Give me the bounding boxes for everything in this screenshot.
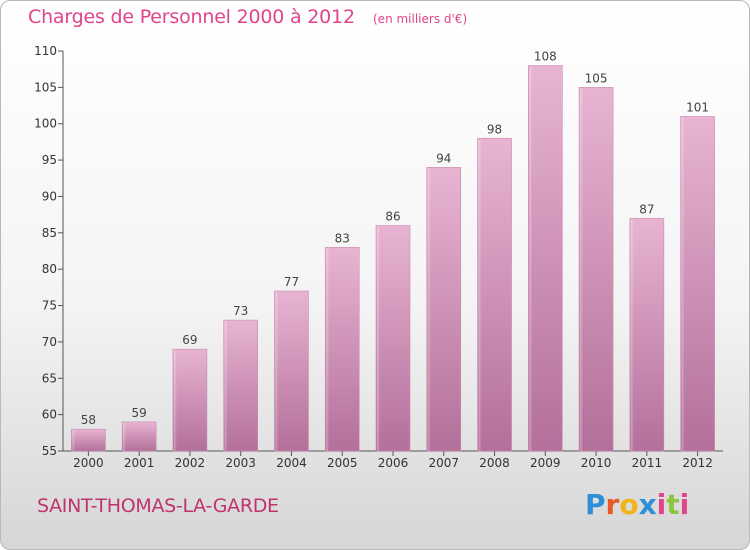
bar-2004[interactable] <box>274 290 309 452</box>
bar-2008[interactable] <box>477 137 512 452</box>
chart-subtitle: (en milliers d'€) <box>373 12 468 26</box>
x-tick-label: 2010 <box>581 456 612 470</box>
x-tick-label: 2012 <box>682 456 713 470</box>
bar-highlight <box>72 430 76 451</box>
bar-highlight <box>427 168 431 451</box>
value-labels: 58 59 69 73 77 83 86 94 98 108 105 87 101 <box>81 50 709 428</box>
y-tick-label: 70 <box>42 335 57 349</box>
x-tick-label: 2005 <box>327 456 358 470</box>
bar-highlight <box>326 248 330 451</box>
value-label-2012: 101 <box>686 100 709 114</box>
y-tick-label: 65 <box>42 371 57 385</box>
bar-highlight <box>529 66 533 451</box>
y-tick-label: 105 <box>34 80 57 94</box>
bar-highlight <box>377 226 380 451</box>
x-tick-label: 2007 <box>428 456 459 470</box>
chart-title: Charges de Personnel 2000 à 2012 <box>28 6 355 28</box>
x-tick-label: 2006 <box>378 456 409 470</box>
value-label-2002: 69 <box>182 333 197 347</box>
y-tick-label: 95 <box>42 153 57 167</box>
bar-highlight <box>478 139 482 452</box>
bars <box>71 65 715 452</box>
y-tick-label: 60 <box>42 408 57 422</box>
bar-highlight <box>123 422 127 451</box>
bar-2003[interactable] <box>223 319 258 452</box>
bar-2012[interactable] <box>680 116 715 452</box>
proxiti-logo[interactable]: Proxiti <box>585 488 689 521</box>
logo-letter: x <box>638 488 657 521</box>
logo-letter: r <box>605 488 620 521</box>
y-tick-label: 85 <box>42 226 57 240</box>
bar-highlight <box>681 117 685 452</box>
value-label-2007: 94 <box>436 151 451 165</box>
bar-2001[interactable] <box>121 421 157 452</box>
bar-2006[interactable] <box>375 225 411 452</box>
value-label-2009: 108 <box>534 50 557 64</box>
value-label-2001: 59 <box>132 406 147 420</box>
value-label-2000: 58 <box>81 413 96 427</box>
x-tick-label: 2003 <box>225 456 256 470</box>
x-tick-label: 2009 <box>530 456 561 470</box>
y-tick-label: 100 <box>34 117 57 131</box>
bar-2009[interactable] <box>528 65 563 452</box>
bar-highlight <box>173 350 177 451</box>
x-tick-label: 2001 <box>124 456 155 470</box>
bar-highlight <box>580 88 584 451</box>
bar-highlight <box>630 219 634 451</box>
bar-2010[interactable] <box>578 87 614 452</box>
y-tick-label: 75 <box>42 299 57 313</box>
x-tick-label: 2002 <box>175 456 206 470</box>
logo-letter: i <box>679 488 690 521</box>
bar-2000[interactable] <box>71 428 106 452</box>
y-tick-label: 80 <box>42 262 57 276</box>
bar-2002[interactable] <box>172 348 208 452</box>
x-tick-label: 2008 <box>479 456 510 470</box>
value-label-2010: 105 <box>585 71 608 85</box>
value-label-2006: 86 <box>385 210 400 224</box>
x-tick-label: 2004 <box>276 456 307 470</box>
value-label-2003: 73 <box>233 304 248 318</box>
x-tick-label: 2011 <box>632 456 663 470</box>
y-tick-label: 90 <box>42 189 57 203</box>
bar-highlight <box>224 321 228 451</box>
value-label-2008: 98 <box>487 122 502 136</box>
x-tick-label: 2000 <box>73 456 104 470</box>
value-label-2011: 87 <box>639 202 654 216</box>
bar-2007[interactable] <box>426 167 462 452</box>
bar-highlight <box>275 292 279 451</box>
logo-letter: t <box>666 488 680 521</box>
logo-letter: P <box>585 488 606 521</box>
bar-2005[interactable] <box>324 247 360 452</box>
city-name: SAINT-THOMAS-LA-GARDE <box>37 495 279 517</box>
value-label-2004: 77 <box>284 275 299 289</box>
logo-letter: i <box>656 488 667 521</box>
y-tick-label: 55 <box>42 444 57 458</box>
bar-2011[interactable] <box>629 217 665 452</box>
logo-letter: o <box>619 488 639 521</box>
value-label-2005: 83 <box>335 231 350 245</box>
y-tick-label: 110 <box>34 44 57 58</box>
